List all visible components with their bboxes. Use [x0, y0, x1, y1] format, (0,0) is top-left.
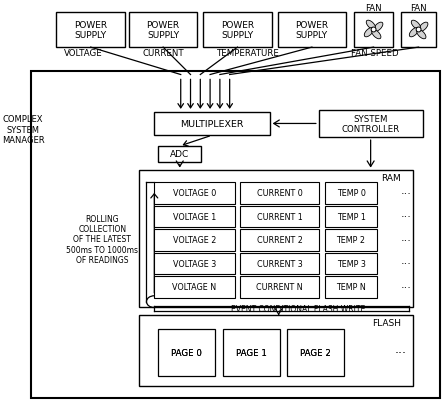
Text: RAM: RAM [381, 173, 401, 182]
Bar [240, 183, 319, 204]
Text: POWER
SUPPLY: POWER SUPPLY [295, 21, 329, 40]
Text: CURRENT 3: CURRENT 3 [257, 259, 303, 268]
Text: MULTIPLEXER: MULTIPLEXER [180, 120, 244, 129]
Text: ···: ··· [401, 259, 411, 269]
Circle shape [371, 28, 376, 33]
Bar [203, 13, 272, 48]
Ellipse shape [417, 30, 426, 40]
Ellipse shape [409, 29, 418, 38]
Ellipse shape [366, 21, 375, 30]
Bar [325, 229, 378, 251]
Text: TEMP 0: TEMP 0 [337, 189, 366, 198]
Text: ···: ··· [401, 189, 411, 198]
Bar [154, 253, 235, 274]
Text: TEMP N: TEMP N [336, 283, 366, 292]
Text: VOLTAGE 3: VOLTAGE 3 [173, 259, 216, 268]
Text: ROLLING
COLLECTION
OF THE LATEST
500ms TO 1000ms
OF READINGS: ROLLING COLLECTION OF THE LATEST 500ms T… [67, 214, 139, 265]
Text: SYSTEM
CONTROLLER: SYSTEM CONTROLLER [342, 115, 400, 134]
Text: CURRENT 1: CURRENT 1 [257, 212, 303, 221]
Text: VOLTAGE 0: VOLTAGE 0 [173, 189, 216, 198]
Bar [154, 206, 235, 228]
Text: FAN SPEED: FAN SPEED [351, 49, 398, 58]
Bar [139, 316, 413, 386]
Bar [240, 276, 319, 298]
Text: FAN: FAN [365, 4, 382, 13]
Text: ···: ··· [401, 212, 411, 222]
Text: VOLTAGE 1: VOLTAGE 1 [173, 212, 216, 221]
Text: VOLTAGE N: VOLTAGE N [173, 283, 216, 292]
Text: TEMP 2: TEMP 2 [337, 236, 366, 245]
Bar [325, 253, 378, 274]
Bar [354, 13, 393, 48]
Text: FLASH: FLASH [372, 318, 401, 327]
Text: CURRENT N: CURRENT N [256, 283, 303, 292]
Ellipse shape [371, 30, 381, 40]
Bar [154, 112, 270, 136]
Text: TEMP 1: TEMP 1 [337, 212, 366, 221]
Bar [278, 13, 346, 48]
Text: VOLTAGE: VOLTAGE [63, 49, 102, 58]
Text: ADC: ADC [170, 150, 190, 159]
Text: PAGE 2: PAGE 2 [300, 348, 331, 357]
Bar [401, 13, 436, 48]
Text: EVENT CONDITIONAL FLASH WRITE: EVENT CONDITIONAL FLASH WRITE [231, 304, 365, 313]
Bar [240, 229, 319, 251]
Bar [129, 13, 198, 48]
Bar [319, 110, 422, 138]
Bar [287, 329, 344, 376]
Text: CURRENT 0: CURRENT 0 [257, 189, 303, 198]
Bar [158, 146, 201, 162]
Bar [139, 171, 413, 308]
Text: COMPLEX
SYSTEM
MANAGER: COMPLEX SYSTEM MANAGER [2, 115, 44, 145]
Ellipse shape [364, 29, 374, 38]
Text: POWER
SUPPLY: POWER SUPPLY [221, 21, 254, 40]
Bar [325, 276, 378, 298]
Text: PAGE 0: PAGE 0 [171, 348, 202, 357]
Bar [223, 329, 280, 376]
Text: POWER
SUPPLY: POWER SUPPLY [74, 21, 107, 40]
Bar [240, 206, 319, 228]
Bar [240, 253, 319, 274]
Bar [325, 206, 378, 228]
Bar [325, 183, 378, 204]
Ellipse shape [374, 23, 383, 32]
Text: PAGE 1: PAGE 1 [236, 348, 267, 357]
Text: CURRENT 2: CURRENT 2 [257, 236, 303, 245]
Text: PAGE 1: PAGE 1 [236, 348, 267, 357]
Text: ···: ··· [401, 235, 411, 245]
Bar [31, 72, 440, 398]
Text: TEMP 3: TEMP 3 [337, 259, 366, 268]
Text: POWER
SUPPLY: POWER SUPPLY [147, 21, 180, 40]
Text: TEMPERATURE: TEMPERATURE [217, 49, 280, 58]
Bar [154, 229, 235, 251]
Bar [158, 329, 215, 376]
Text: FAN: FAN [410, 4, 427, 13]
Circle shape [416, 28, 421, 33]
Text: CURRENT: CURRENT [142, 49, 184, 58]
Text: VOLTAGE 2: VOLTAGE 2 [173, 236, 216, 245]
Ellipse shape [411, 21, 421, 30]
Text: ···: ··· [401, 282, 411, 292]
Text: PAGE 0: PAGE 0 [171, 348, 202, 357]
Bar [154, 183, 235, 204]
Bar [56, 13, 125, 48]
Bar [154, 276, 235, 298]
Text: PAGE 2: PAGE 2 [300, 348, 331, 357]
Text: ···: ··· [395, 346, 407, 359]
Ellipse shape [419, 23, 428, 32]
